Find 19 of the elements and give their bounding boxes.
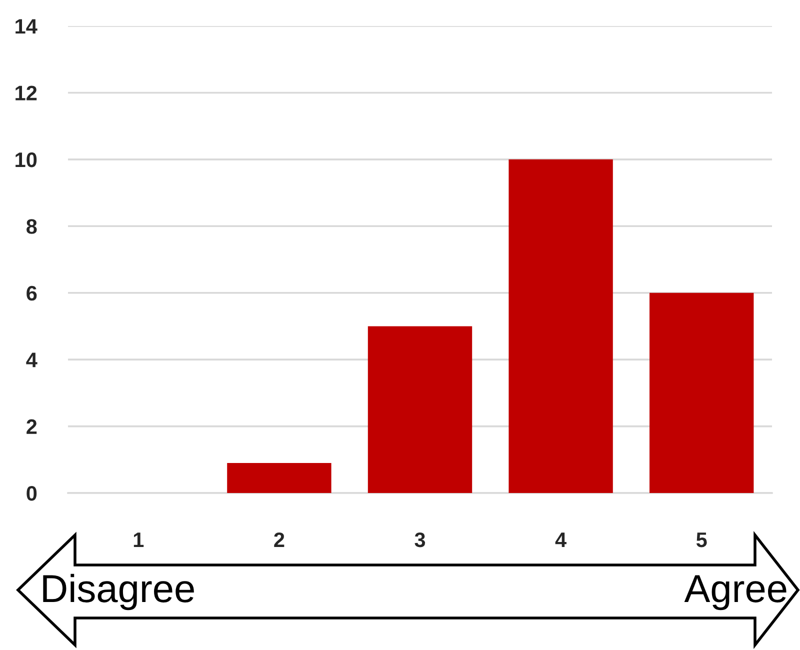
x-tick-label: 5 bbox=[696, 532, 707, 548]
y-tick-label: 10 bbox=[16, 152, 37, 168]
x-tick-label: 4 bbox=[555, 532, 566, 548]
x-tick-label: 2 bbox=[274, 532, 284, 548]
y-tick-label: 2 bbox=[26, 419, 37, 434]
y-tick-label: 0 bbox=[26, 486, 37, 501]
text: Agree bbox=[684, 575, 786, 610]
y-tick-label: 8 bbox=[26, 219, 37, 234]
bar bbox=[368, 326, 472, 494]
x-tick-label: 1 bbox=[134, 532, 144, 548]
y-tick-label: 12 bbox=[16, 86, 37, 100]
y-tick-label: 14 bbox=[16, 19, 38, 34]
bar bbox=[650, 292, 754, 494]
bar bbox=[508, 159, 613, 494]
x-tick-label: 3 bbox=[414, 532, 426, 548]
y-tick-label: 6 bbox=[26, 286, 37, 301]
text: Disagree bbox=[43, 574, 194, 610]
bar bbox=[227, 463, 332, 494]
y-tick-label: 4 bbox=[26, 352, 38, 368]
